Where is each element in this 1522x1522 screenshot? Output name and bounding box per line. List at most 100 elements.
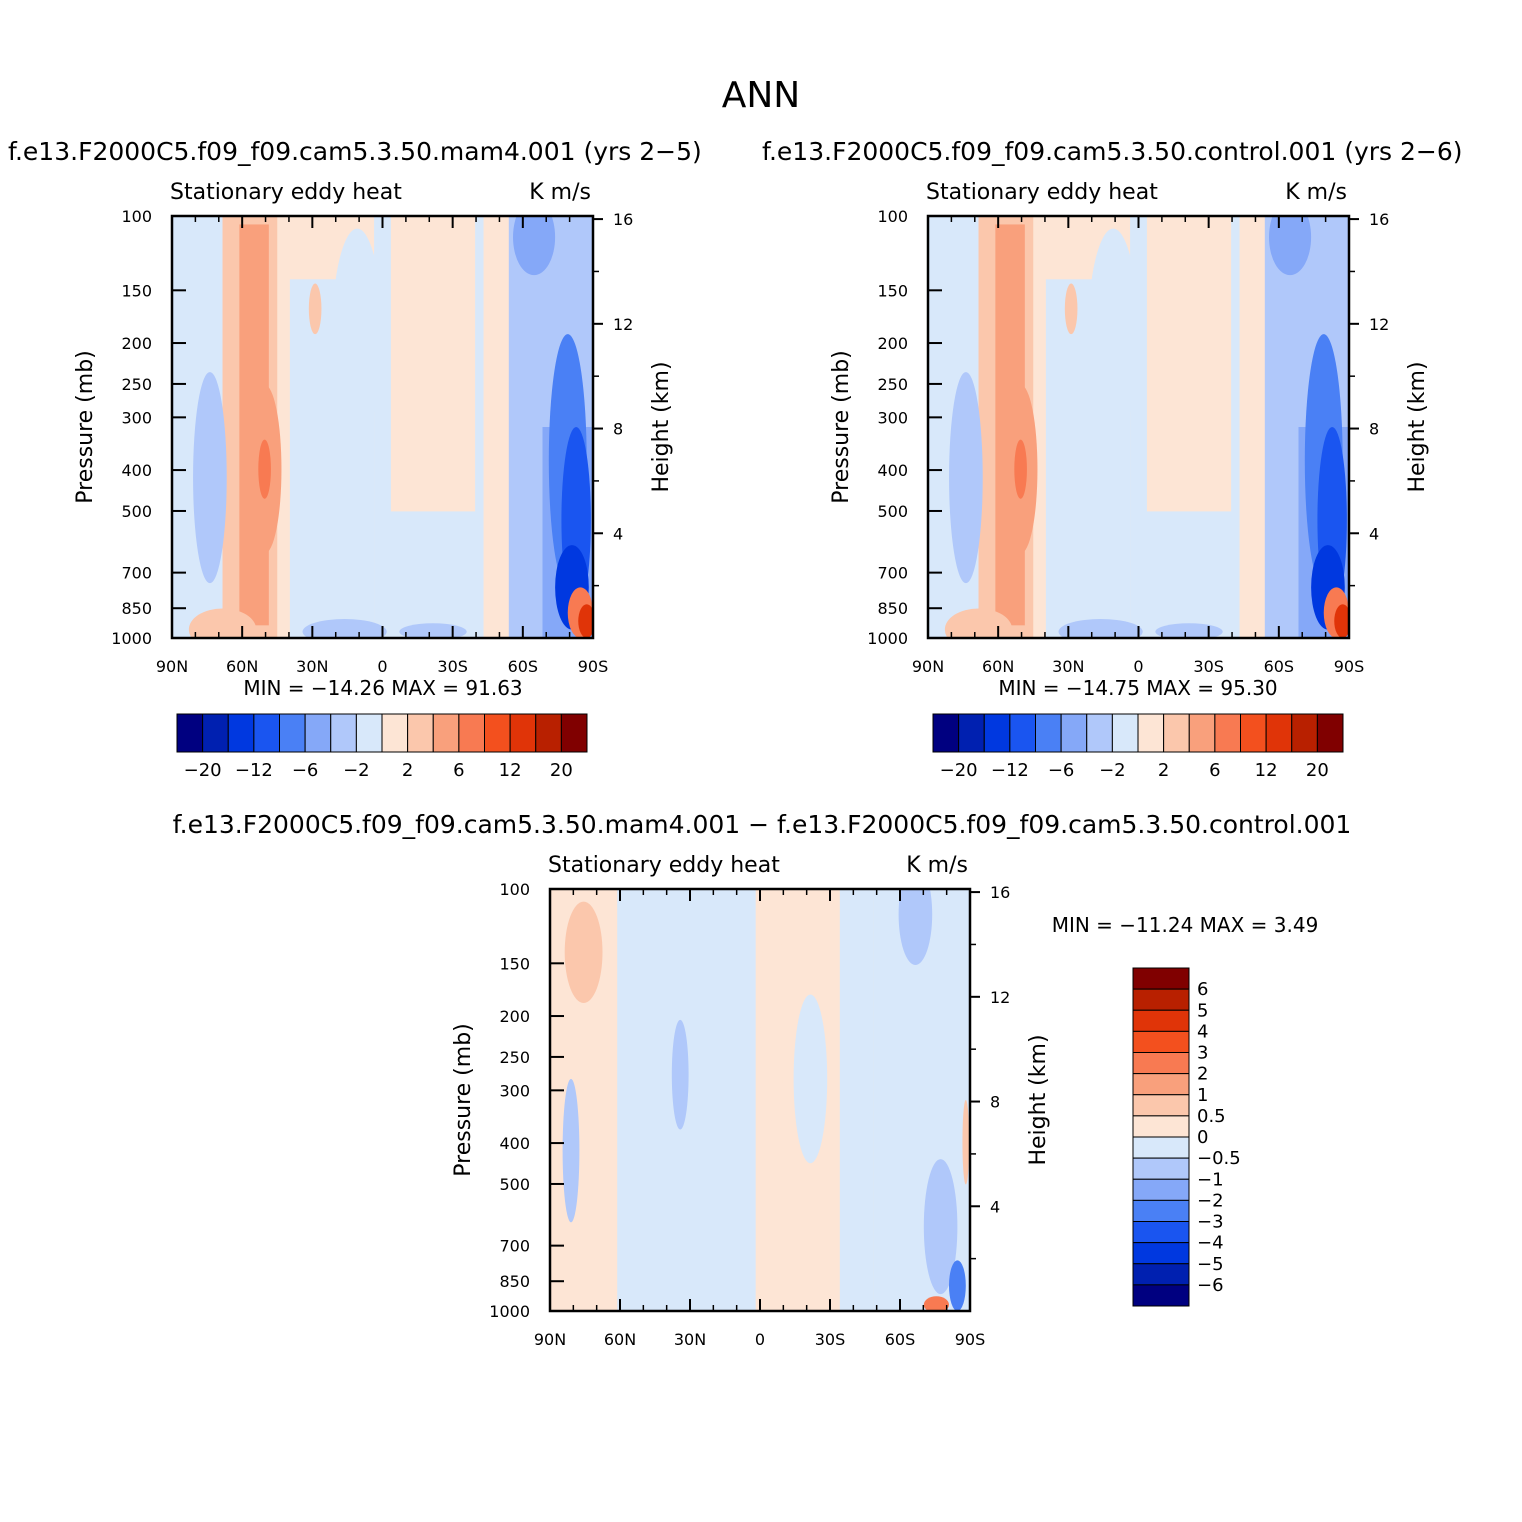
contour-region bbox=[188, 608, 257, 638]
colorbar-box bbox=[1111, 713, 1139, 753]
height-tick-label: 12 bbox=[990, 988, 1010, 1007]
lat-tick-label: 0 bbox=[755, 1330, 765, 1349]
height-tick-label: 8 bbox=[613, 420, 623, 439]
contour-region bbox=[1087, 228, 1139, 440]
y-axis-label: Pressure (mb) bbox=[73, 350, 98, 504]
colorbar-label: −6 bbox=[1197, 1275, 1224, 1296]
colorbar-box bbox=[1291, 713, 1318, 753]
colorbar-box bbox=[1132, 1009, 1190, 1032]
lat-tick-label: 30N bbox=[1052, 657, 1084, 676]
contour-region bbox=[793, 994, 828, 1164]
pressure-tick-label: 1000 bbox=[111, 629, 152, 648]
y-axis-label: Pressure (mb) bbox=[829, 350, 854, 504]
colorbar-box bbox=[1188, 713, 1216, 753]
contour-region bbox=[258, 439, 271, 499]
pressure-tick-label: 1000 bbox=[489, 1302, 530, 1321]
colorbar-box bbox=[509, 713, 537, 753]
colorbar-box bbox=[1163, 713, 1190, 753]
colorbar-box bbox=[381, 713, 409, 753]
lat-tick-label: 60N bbox=[982, 657, 1014, 676]
left-title: Stationary eddy heat bbox=[548, 853, 780, 878]
colorbar-label: 2 bbox=[1197, 1064, 1208, 1085]
colorbar-label: 20 bbox=[550, 760, 573, 781]
colorbar-box bbox=[1214, 713, 1241, 753]
contour-region bbox=[1334, 604, 1349, 638]
pressure-tick-label: 850 bbox=[877, 599, 908, 618]
contour-region bbox=[1269, 216, 1312, 276]
lat-tick-label: 30N bbox=[296, 657, 328, 676]
figure-title: ANN bbox=[722, 75, 801, 116]
lat-tick-label: 60N bbox=[226, 657, 258, 676]
min-max-stats: MIN = −14.75 MAX = 95.30 bbox=[998, 676, 1277, 700]
colorbar-box bbox=[1132, 1242, 1190, 1265]
pressure-tick-label: 150 bbox=[121, 281, 152, 300]
colorbar-box bbox=[1132, 1284, 1190, 1307]
contour-region bbox=[562, 1078, 580, 1223]
colorbar-box bbox=[279, 713, 306, 753]
colorbar-box bbox=[1132, 1199, 1190, 1222]
colorbar-box bbox=[458, 713, 485, 753]
colorbar-box bbox=[932, 713, 960, 753]
colorbar-label: −5 bbox=[1197, 1254, 1224, 1275]
pressure-tick-label: 150 bbox=[499, 954, 530, 973]
contour-region bbox=[949, 1260, 966, 1311]
colorbar-box bbox=[1132, 1052, 1190, 1075]
y2-axis-label: Height (km) bbox=[1405, 361, 1430, 492]
colorbar: −20 −12 −6 −2 2 6 12 20 bbox=[176, 713, 588, 781]
height-tick-label: 4 bbox=[990, 1197, 1000, 1216]
contour-region bbox=[399, 623, 467, 638]
colorbar-box bbox=[983, 713, 1011, 753]
pressure-tick-label: 250 bbox=[499, 1048, 530, 1067]
colorbar-label: −20 bbox=[940, 760, 978, 781]
contour-region bbox=[1146, 216, 1232, 512]
pressure-tick-label: 300 bbox=[121, 408, 152, 427]
colorbar-box bbox=[1132, 1136, 1190, 1159]
pressure-tick-label: 100 bbox=[499, 880, 530, 899]
colorbar-label: −3 bbox=[1197, 1212, 1224, 1233]
colorbar-label: −12 bbox=[991, 760, 1029, 781]
contour-region bbox=[923, 1159, 958, 1295]
colorbar-box bbox=[1132, 1115, 1190, 1138]
colorbar-label: 0.5 bbox=[1197, 1106, 1226, 1127]
colorbar-label: 6 bbox=[1197, 979, 1208, 1000]
colorbar-box bbox=[1132, 1263, 1190, 1286]
colorbar-box bbox=[484, 713, 511, 753]
pressure-tick-label: 500 bbox=[121, 502, 152, 521]
lat-tick-label: 90S bbox=[955, 1330, 986, 1349]
height-tick-label: 16 bbox=[1369, 210, 1389, 229]
colorbar-box bbox=[958, 713, 985, 753]
lat-tick-label: 30S bbox=[815, 1330, 846, 1349]
pressure-tick-label: 200 bbox=[121, 334, 152, 353]
lat-tick-label: 60N bbox=[604, 1330, 636, 1349]
pressure-tick-label: 150 bbox=[877, 281, 908, 300]
pressure-tick-label: 400 bbox=[877, 461, 908, 480]
lat-tick-label: 90S bbox=[578, 657, 609, 676]
colorbar-box bbox=[1316, 713, 1344, 753]
pressure-tick-label: 1000 bbox=[867, 629, 908, 648]
contour-region bbox=[898, 889, 933, 965]
lat-tick-label: 90N bbox=[534, 1330, 566, 1349]
contour-region bbox=[578, 604, 593, 638]
colorbar-label: −20 bbox=[184, 760, 222, 781]
left-title: Stationary eddy heat bbox=[926, 180, 1158, 205]
colorbar-box bbox=[1132, 1073, 1190, 1096]
right-title: K m/s bbox=[529, 180, 591, 205]
height-tick-label: 16 bbox=[990, 883, 1010, 902]
height-tick-label: 16 bbox=[613, 210, 633, 229]
lat-tick-label: 90N bbox=[156, 657, 188, 676]
colorbar-box bbox=[1132, 1094, 1190, 1117]
lat-tick-label: 60S bbox=[885, 1330, 916, 1349]
pressure-tick-label: 300 bbox=[877, 408, 908, 427]
colorbar-label: 20 bbox=[1306, 760, 1329, 781]
contour-region bbox=[302, 619, 387, 638]
colorbar-label: −2 bbox=[1099, 760, 1126, 781]
height-tick-label: 12 bbox=[1369, 315, 1389, 334]
colorbar-label: 0 bbox=[1197, 1127, 1208, 1148]
pressure-tick-label: 700 bbox=[121, 564, 152, 583]
contour-region bbox=[1155, 623, 1223, 638]
panel-header: f.e13.F2000C5.f09_f09.cam5.3.50.mam4.001… bbox=[8, 137, 702, 166]
colorbar-label: 6 bbox=[1209, 760, 1220, 781]
colorbar-box bbox=[355, 713, 383, 753]
colorbar-box bbox=[535, 713, 562, 753]
